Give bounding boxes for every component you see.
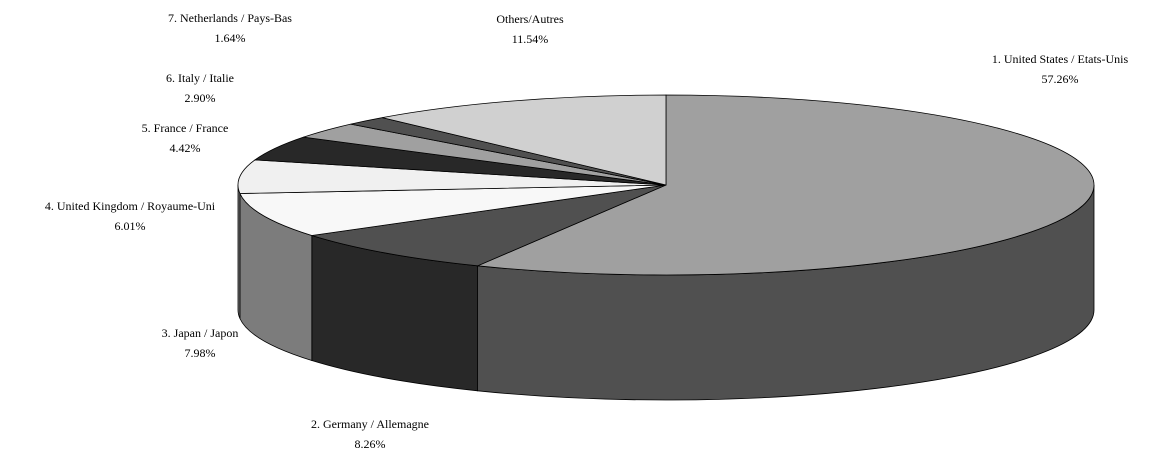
pie-slice [476,94,1095,276]
slice-label: Others/Autres [496,12,564,26]
slice-value-label: 1.64% [215,31,246,45]
slice-label: 6. Italy / Italie [166,71,234,85]
slice-label: 5. France / France [142,121,229,135]
pie-slice [311,184,667,267]
slice-label: 7. Netherlands / Pays-Bas [168,11,292,25]
slice-value-label: 4.42% [170,141,201,155]
pie-side [237,184,241,319]
slice-label: 2. Germany / Allemagne [311,417,429,431]
slice-value-label: 2.90% [185,91,216,105]
slice-label: 3. Japan / Japon [162,326,239,340]
pie-slice [239,184,667,236]
slice-value-label: 6.01% [115,219,146,233]
pie-slice [237,159,667,194]
slice-value-label: 7.98% [185,346,216,360]
slice-value-label: 57.26% [1042,72,1079,86]
slice-value-label: 11.54% [512,32,549,46]
pie-slice [382,94,667,186]
slice-label: 1. United States / Etats-Unis [992,52,1129,66]
slice-value-label: 8.26% [355,437,386,451]
slice-label: 4. United Kingdom / Royaume-Uni [45,199,216,213]
